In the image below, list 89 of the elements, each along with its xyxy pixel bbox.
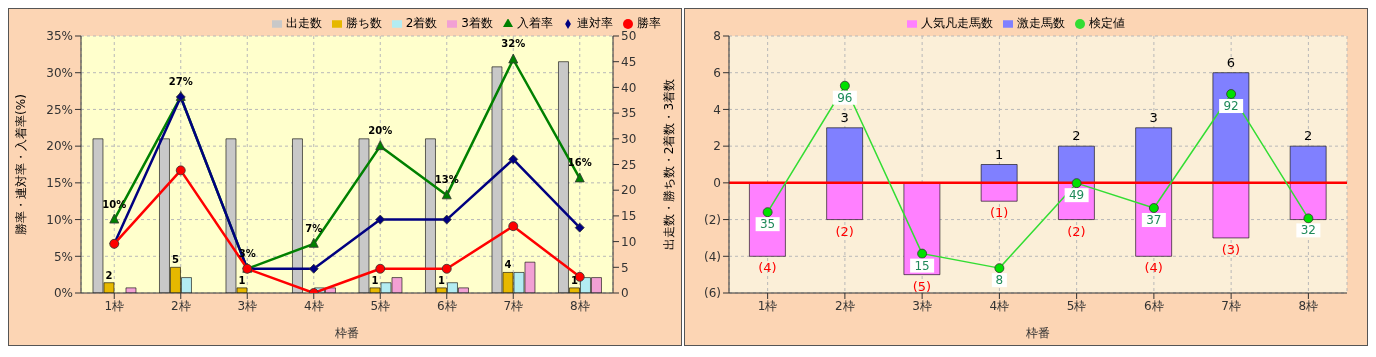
y-tick-label: 0 xyxy=(713,176,721,191)
data-label: 32 xyxy=(1300,223,1317,238)
legend-label: 激走馬数 xyxy=(1017,16,1065,30)
data-label: (3) xyxy=(1221,241,1241,257)
y-tick-label: 35% xyxy=(46,29,73,44)
y2-axis-title: 出走数・勝ち数・2着数・3着数 xyxy=(662,78,677,251)
data-label: 2 xyxy=(105,269,113,281)
x-tick-label: 2枠 xyxy=(170,298,191,313)
y2-tick-label: 50 xyxy=(621,29,637,44)
y2-tick-label: 5 xyxy=(621,260,629,275)
y-tick-label: 2 xyxy=(713,139,721,154)
x-tick-label: 8枠 xyxy=(1298,298,1319,313)
y2-tick-label: 20 xyxy=(621,183,637,198)
x-tick-label: 5枠 xyxy=(1066,298,1087,313)
y-tick-label: (4) xyxy=(704,249,721,264)
legend-label: 検定値 xyxy=(1089,16,1125,30)
x-tick-label: 7枠 xyxy=(1221,298,1241,313)
legend-label: 勝ち数 xyxy=(345,16,382,30)
data-label: (2) xyxy=(1067,223,1086,239)
data-label: 35 xyxy=(759,217,776,232)
data-label: 1 xyxy=(371,274,379,286)
data-label: 5 xyxy=(171,254,179,266)
data-label: 1 xyxy=(995,146,1004,162)
data-label: 2 xyxy=(1304,128,1313,144)
data-label: 3 xyxy=(1149,109,1158,125)
x-tick-label: 8枠 xyxy=(569,298,590,313)
y-tick-label: 6 xyxy=(713,65,721,80)
legend-label: 出走数 xyxy=(285,16,322,30)
x-tick-label: 4枠 xyxy=(303,298,324,313)
data-label: 8 xyxy=(995,273,1004,288)
y2-tick-label: 10 xyxy=(621,234,637,249)
y-tick-label: 0% xyxy=(53,286,73,301)
x-tick-label: 7枠 xyxy=(503,298,524,313)
y-tick-label: 20% xyxy=(46,139,73,154)
data-label: 92 xyxy=(1223,99,1239,114)
y-tick-label: (6) xyxy=(704,286,721,301)
x-tick-label: 4枠 xyxy=(989,298,1010,313)
y-tick-label: 8 xyxy=(713,29,721,44)
data-label: (1) xyxy=(989,205,1009,221)
x-axis-title: 枠番 xyxy=(1025,326,1050,340)
y-tick-label: (2) xyxy=(704,212,721,227)
x-tick-label: 2枠 xyxy=(835,298,855,313)
data-label: (5) xyxy=(912,278,932,294)
data-label: 1 xyxy=(437,274,445,286)
data-label: 7% xyxy=(305,222,323,234)
data-label: 32% xyxy=(501,38,526,50)
y2-tick-label: 30 xyxy=(621,132,637,147)
data-label: 15 xyxy=(914,258,930,273)
data-label: 20% xyxy=(368,125,393,137)
data-label: 1 xyxy=(238,274,246,286)
y2-tick-label: 25 xyxy=(621,157,637,172)
legend-label: 2着数 xyxy=(405,16,438,30)
data-label: 1 xyxy=(570,274,578,286)
x-tick-label: 3枠 xyxy=(912,298,932,313)
y2-tick-label: 45 xyxy=(621,54,637,69)
data-label: 49 xyxy=(1068,188,1085,203)
x-tick-label: 3枠 xyxy=(237,298,258,313)
legend-label: 連対率 xyxy=(577,16,613,30)
x-axis-title: 枠番 xyxy=(334,326,359,340)
y-axis-title: 勝率・連対率・入着率(%) xyxy=(14,94,29,235)
y-tick-label: 15% xyxy=(46,176,73,191)
data-label: 4 xyxy=(504,259,512,271)
y2-tick-label: 0 xyxy=(621,286,629,301)
data-label: 2 xyxy=(1072,128,1081,144)
data-label: 27% xyxy=(168,75,193,87)
y2-tick-label: 15 xyxy=(621,209,637,224)
y-tick-label: 30% xyxy=(46,65,73,80)
data-label: 3 xyxy=(840,109,849,125)
y2-tick-label: 35 xyxy=(621,106,637,121)
x-tick-label: 1枠 xyxy=(757,298,778,313)
y-tick-label: 10% xyxy=(46,212,73,227)
y2-tick-label: 40 xyxy=(621,80,637,95)
data-label: (4) xyxy=(758,260,777,276)
data-label: (2) xyxy=(835,223,854,239)
y-tick-label: 25% xyxy=(46,102,73,117)
legend-label: 3着数 xyxy=(461,16,493,30)
y-tick-label: 5% xyxy=(53,249,73,264)
data-label: 96 xyxy=(837,90,853,105)
legend-label: 勝率 xyxy=(637,16,661,30)
data-label: 37 xyxy=(1146,213,1162,228)
x-tick-label: 5枠 xyxy=(370,298,391,313)
x-tick-label: 6枠 xyxy=(1144,298,1164,313)
legend-label: 人気凡走馬数 xyxy=(921,16,993,30)
x-tick-label: 1枠 xyxy=(104,298,125,313)
y-tick-label: 4 xyxy=(713,102,721,117)
data-label: 6 xyxy=(1226,54,1236,70)
legend-label: 入着率 xyxy=(517,16,553,30)
x-tick-label: 6枠 xyxy=(436,298,457,313)
data-label: (4) xyxy=(1144,260,1163,276)
